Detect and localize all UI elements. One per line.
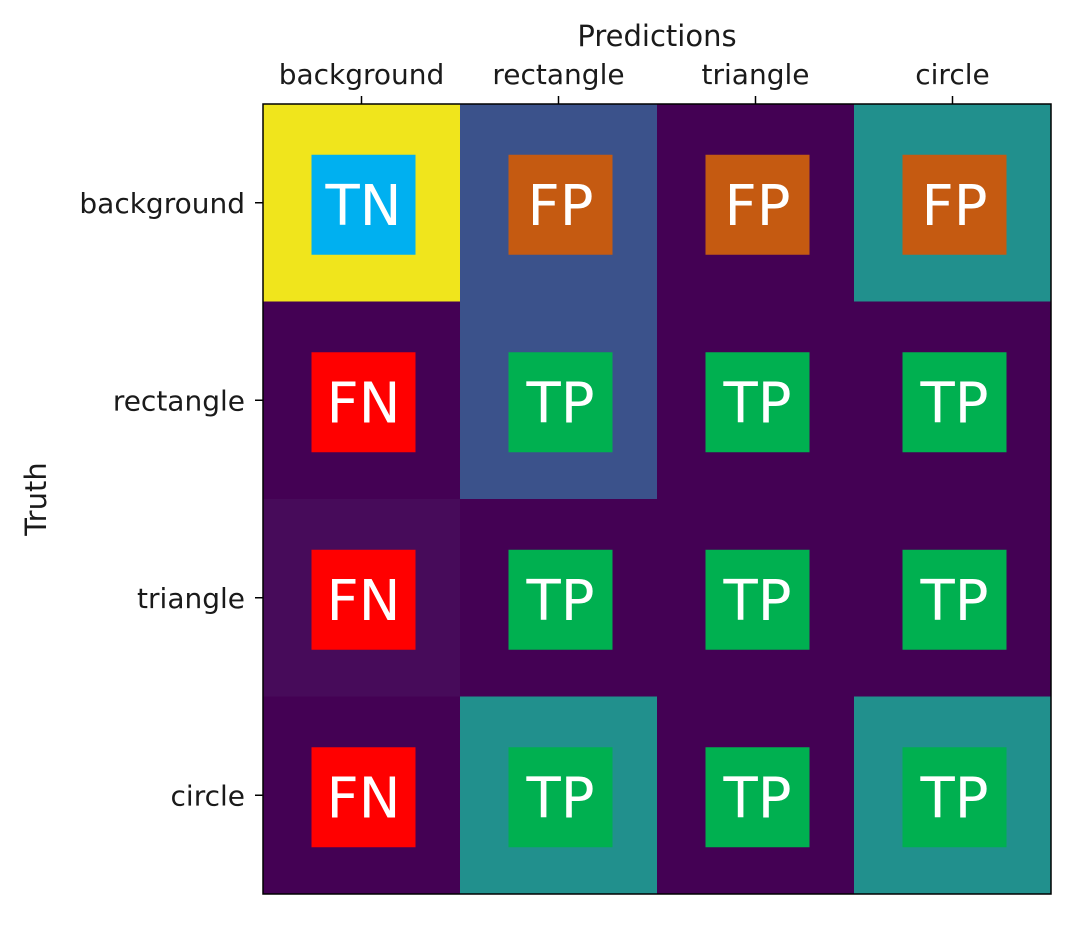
y-axis-label: Truth: [19, 462, 53, 537]
annotation-text: FP: [922, 174, 988, 239]
annotation-badge: [508, 154, 613, 255]
annotation-text: TP: [526, 766, 595, 831]
annotation-badge: [902, 154, 1007, 255]
annotation-fp-0-1: FP: [508, 154, 613, 255]
y-tick-label-background: background: [79, 187, 245, 220]
annotation-text: FN: [326, 371, 400, 436]
annotation-text: TP: [526, 371, 595, 436]
annotation-tp-1-1: TP: [508, 352, 613, 453]
annotation-tp-1-3: TP: [902, 352, 1007, 453]
annotation-text: TN: [324, 174, 401, 239]
x-tick-label-triangle: triangle: [702, 58, 810, 91]
annotation-text: TP: [920, 766, 989, 831]
annotation-badge: [508, 747, 613, 848]
annotation-tp-3-3: TP: [902, 747, 1007, 848]
annotation-tp-3-2: TP: [705, 747, 810, 848]
annotation-fp-0-2: FP: [705, 154, 810, 255]
annotation-badge: [705, 549, 810, 650]
annotation-text: TP: [723, 371, 792, 436]
annotation-badge: [311, 747, 416, 848]
annotation-text: TP: [723, 569, 792, 634]
annotation-badge: [705, 352, 810, 453]
annotation-tp-1-2: TP: [705, 352, 810, 453]
plot-frame: [262, 103, 1052, 895]
annotation-text: TP: [920, 371, 989, 436]
x-tick-label-rectangle: rectangle: [492, 58, 624, 91]
x-tick-label-circle: circle: [915, 58, 989, 91]
annotation-fn-2-0: FN: [311, 549, 416, 650]
annotation-badge: [902, 549, 1007, 650]
annotation-badge: [902, 747, 1007, 848]
annotation-fn-3-0: FN: [311, 747, 416, 848]
x-axis-label: Predictions: [577, 19, 736, 53]
y-tick-label-circle: circle: [171, 779, 245, 812]
annotation-text: TP: [920, 569, 989, 634]
annotation-tn-0-0: TN: [311, 154, 416, 255]
y-tick-label-triangle: triangle: [137, 582, 245, 615]
annotation-badge: [902, 352, 1007, 453]
cell-annotations: TN FP FP FP FN TP TP TP FN TP TP TP FN TP TP TP: [311, 154, 1007, 848]
annotation-text: FP: [528, 174, 594, 239]
annotation-badge: [508, 352, 613, 453]
annotation-text: FN: [326, 766, 400, 831]
heatmap-cells: [263, 104, 1052, 895]
axis-ticks: background rectangle triangle circle backgro…: [79, 58, 989, 812]
annotation-badge: [311, 154, 416, 255]
annotation-tp-3-1: TP: [508, 747, 613, 848]
annotation-badge: [311, 549, 416, 650]
annotation-fn-1-0: FN: [311, 352, 416, 453]
annotation-fp-0-3: FP: [902, 154, 1007, 255]
annotation-text: FP: [725, 174, 791, 239]
annotation-badge: [705, 747, 810, 848]
annotation-badge: [508, 549, 613, 650]
annotation-text: TP: [723, 766, 792, 831]
y-tick-label-rectangle: rectangle: [113, 384, 245, 417]
annotation-tp-2-3: TP: [902, 549, 1007, 650]
annotation-tp-2-2: TP: [705, 549, 810, 650]
annotation-badge: [311, 352, 416, 453]
annotation-badge: [705, 154, 810, 255]
annotation-text: TP: [526, 569, 595, 634]
annotation-tp-2-1: TP: [508, 549, 613, 650]
x-tick-label-background: background: [279, 58, 445, 91]
annotation-text: FN: [326, 569, 400, 634]
